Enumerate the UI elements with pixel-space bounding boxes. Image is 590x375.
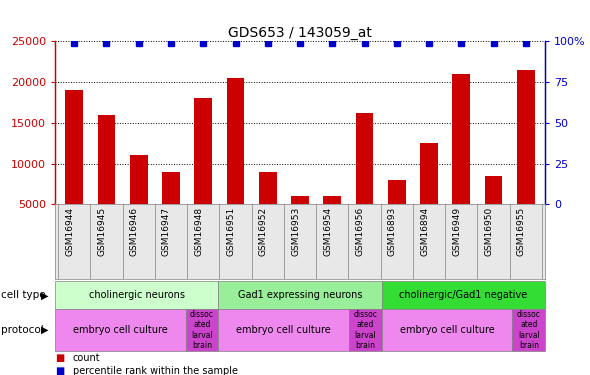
Text: percentile rank within the sample: percentile rank within the sample (73, 366, 238, 375)
Bar (420, 143, 438, 204)
Text: GSM16948: GSM16948 (194, 207, 203, 256)
Title: GDS653 / 143059_at: GDS653 / 143059_at (228, 26, 372, 40)
Text: GSM16949: GSM16949 (453, 207, 461, 256)
Text: ▶: ▶ (41, 325, 48, 335)
Bar (55, 281, 218, 309)
Text: ▶: ▶ (41, 290, 48, 300)
Bar (484, 176, 503, 204)
Text: GSM16952: GSM16952 (259, 207, 268, 256)
Bar (356, 113, 373, 204)
Bar (162, 172, 180, 204)
Text: dissoc
ated
larval
brain: dissoc ated larval brain (517, 310, 541, 350)
Bar (218, 309, 349, 351)
Bar (186, 309, 218, 351)
Text: GSM16944: GSM16944 (65, 207, 74, 256)
Text: GSM16894: GSM16894 (420, 207, 429, 256)
Text: cell type: cell type (1, 290, 45, 300)
Bar (453, 74, 470, 204)
Text: dissoc
ated
larval
brain: dissoc ated larval brain (190, 310, 214, 350)
Bar (291, 196, 309, 204)
Bar (382, 309, 513, 351)
Bar (513, 309, 545, 351)
Bar (349, 309, 382, 351)
Bar (382, 281, 545, 309)
Bar (323, 196, 341, 204)
Text: count: count (73, 353, 100, 363)
Text: GSM16950: GSM16950 (484, 207, 494, 256)
Bar (194, 98, 212, 204)
Text: embryo cell culture: embryo cell culture (400, 325, 494, 335)
Bar (55, 309, 186, 351)
Text: GSM16953: GSM16953 (291, 207, 300, 256)
Bar (97, 115, 116, 204)
Text: GSM16951: GSM16951 (227, 207, 235, 256)
Bar (517, 70, 535, 204)
Bar (130, 156, 148, 204)
Text: GSM16954: GSM16954 (323, 207, 332, 256)
Text: embryo cell culture: embryo cell culture (73, 325, 168, 335)
Text: ■: ■ (55, 366, 64, 375)
Text: protocol: protocol (1, 325, 43, 335)
Text: GSM16945: GSM16945 (97, 207, 106, 256)
Bar (227, 78, 244, 204)
Text: GSM16946: GSM16946 (130, 207, 139, 256)
Bar (65, 90, 83, 204)
Text: cholinergic neurons: cholinergic neurons (88, 290, 185, 300)
Text: Gad1 expressing neurons: Gad1 expressing neurons (238, 290, 362, 300)
Text: ■: ■ (55, 353, 64, 363)
Text: GSM16893: GSM16893 (388, 207, 397, 256)
Text: GSM16947: GSM16947 (162, 207, 171, 256)
Text: cholinergic/Gad1 negative: cholinergic/Gad1 negative (399, 290, 527, 300)
Text: GSM16955: GSM16955 (517, 207, 526, 256)
Bar (388, 180, 406, 204)
Text: GSM16956: GSM16956 (356, 207, 365, 256)
Bar (218, 281, 382, 309)
Text: dissoc
ated
larval
brain: dissoc ated larval brain (353, 310, 378, 350)
Text: embryo cell culture: embryo cell culture (237, 325, 331, 335)
Bar (259, 172, 277, 204)
